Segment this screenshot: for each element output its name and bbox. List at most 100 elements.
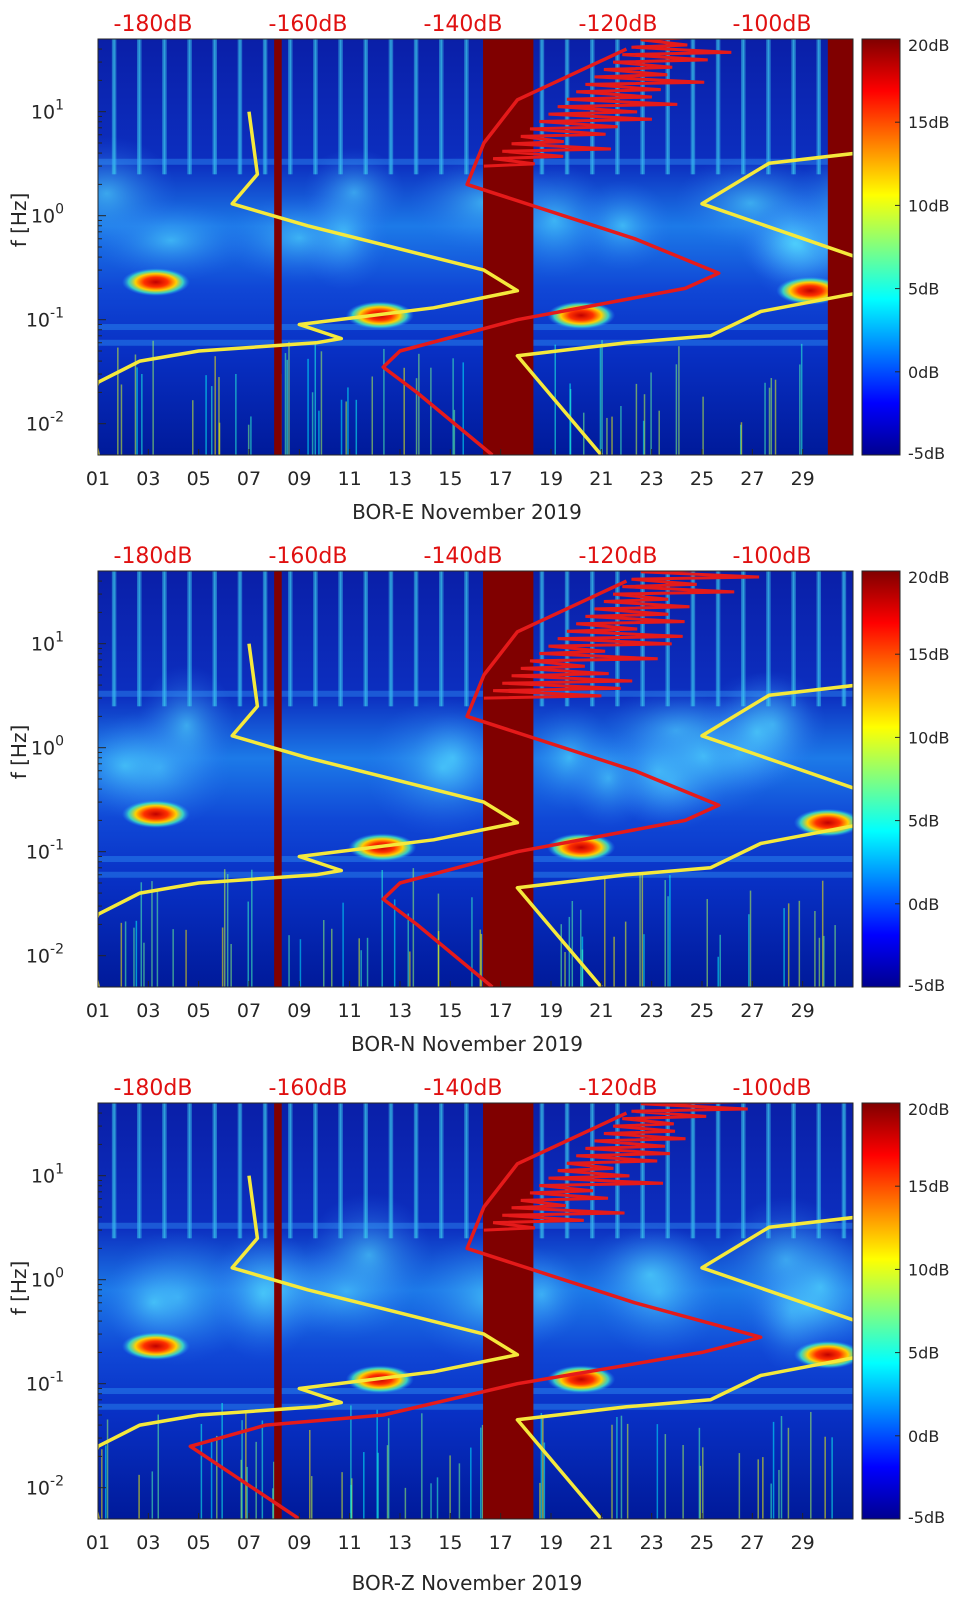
noise-stripe [365,39,369,175]
noise-speckle [787,903,790,987]
x-axis: 01 03 05 07 09 11 13 15 17 19 21 23 25 27 29 [86,1513,815,1554]
noise-stripe [212,571,216,707]
noise-stripe [314,571,318,707]
noise-speckle [641,874,644,987]
noise-stripe [212,1103,216,1239]
noise-stripe [742,571,746,707]
noise-speckle [452,358,454,455]
y-tick-label: 100 [31,734,64,760]
noise-speckle [436,1477,439,1519]
noise-stripe [163,39,167,175]
noise-stripe [339,39,343,175]
noise-speckle [818,937,821,987]
noise-stripe [841,1103,845,1239]
noise-speckle [235,373,237,455]
noise-speckle [221,1402,223,1519]
noise-stripe [188,39,192,175]
noise-speckle [230,943,232,987]
noise-speckle [706,899,708,987]
y-axis: 10-2 10-1 100 101 [26,1102,106,1500]
noise-stripe [464,39,468,175]
colorbar-label: 0dB [908,1427,939,1446]
noise-speckle [200,1423,203,1519]
top-axis-label: -100dB [733,12,812,37]
noise-stripe [415,1103,419,1239]
x-tick-label: 01 [86,1532,110,1554]
noise-speckle [120,922,123,987]
x-tick-label: 03 [136,1000,160,1022]
noise-stripe [214,571,218,707]
x-tick-label: 25 [690,1000,714,1022]
noise-stripe [741,1103,745,1239]
noise-stripe [640,1103,644,1239]
noise-stripe [843,571,847,707]
noise-speckle [580,909,582,987]
noise-stripe [388,571,392,707]
x-tick-label: 15 [438,468,462,490]
noise-speckle [185,929,187,987]
noise-speckle [740,422,743,455]
noise-stripe [288,571,292,707]
colorbar-label: 0dB [908,895,939,914]
noise-speckle [569,389,572,455]
noise-speckle [246,1466,248,1519]
noise-speckle [261,1420,264,1519]
noise-stripe [439,39,443,175]
noise-speckle [226,874,229,987]
x-tick-label: 21 [589,1532,613,1554]
noise-stripe [338,1103,342,1239]
noise-stripe [741,571,745,707]
noise-speckle [698,1427,701,1519]
red-spectrum-tail [483,1103,761,1232]
noise-stripe [239,571,243,707]
x-tick-label: 23 [640,468,664,490]
noise-speckle [393,899,396,987]
noise-stripe [742,1103,746,1239]
microseism-blob [793,808,853,837]
noise-stripe [415,571,419,707]
noise-speckle [341,1472,343,1519]
noise-speckle [376,1409,378,1519]
noise-speckle [320,351,323,455]
colorbar-label: 0dB [908,363,939,382]
noise-speckle [613,936,615,987]
noise-speckle [272,1488,274,1519]
noise-speckle [800,343,803,455]
y-axis-label: f [Hz] [7,1261,31,1316]
noise-stripe [541,571,545,707]
microseism-blob [547,1365,616,1394]
spectrogram-area [97,570,854,988]
noise-stripe [766,1103,770,1239]
noise-stripe [413,571,417,707]
noise-stripe [239,39,243,175]
noise-stripe [390,571,394,707]
noise-speckle [318,410,320,455]
noise-speckle [143,942,145,987]
top-axis-label: -100dB [733,544,812,569]
noise-speckle [250,416,252,455]
noise-stripe [667,1103,671,1239]
noise-speckle [624,921,627,987]
noise-speckle [286,359,288,455]
noise-speckle [241,1420,243,1519]
noise-speckle [539,1482,541,1519]
noise-speckle [377,1452,379,1519]
noise-stripe [667,571,671,707]
noise-glow [99,1254,208,1351]
noise-stripe [616,1103,620,1239]
noise-band [98,871,853,878]
red-spectrum-tail [483,571,760,700]
noise-band [98,1388,853,1395]
noise-speckle [620,1415,623,1519]
noise-speckle [664,1434,667,1519]
noise-speckle [635,383,638,455]
noise-speckle [571,901,574,987]
noise-speckle [738,1453,741,1519]
noise-stripe [440,571,444,707]
x-tick-label: 05 [187,1532,211,1554]
noise-stripe [113,571,117,707]
noise-stripe [237,1103,241,1239]
noise-speckle [568,916,571,987]
data-gap [274,1103,282,1519]
noise-speckle [821,880,824,987]
